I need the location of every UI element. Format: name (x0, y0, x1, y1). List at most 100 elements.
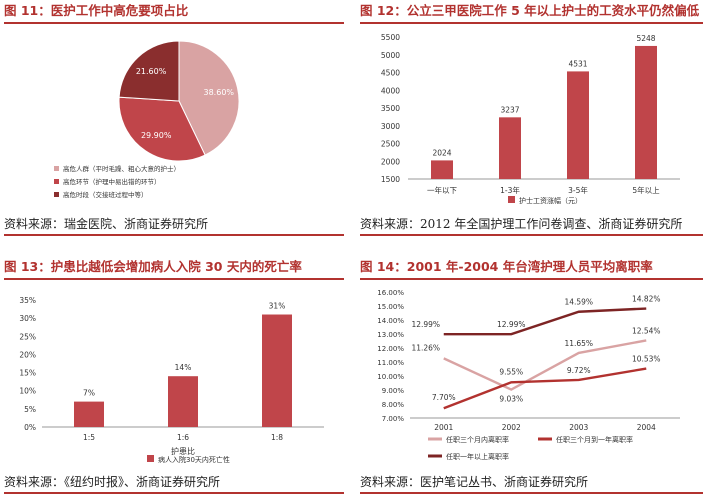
data-label: 5248 (636, 34, 655, 43)
y-tick-label: 8.00% (382, 401, 405, 409)
x-tick-label: 1:5 (83, 433, 95, 442)
data-label: 4531 (568, 59, 587, 68)
legend-label: 任职三个月内离职率 (446, 435, 509, 444)
bar (168, 376, 198, 427)
pie-chart: 38.60% 29.90% 21.60% 高危人群（平时毛躁、粗心大意的护士） 高危环节… (54, 40, 240, 199)
y-tick-label: 14.00% (377, 317, 404, 325)
bar (567, 71, 589, 179)
turnover-panel: 图 14：2001 年-2004 年台湾护理人员平均离职率 7.00% 8.00%… (360, 256, 703, 494)
data-label: 2024 (432, 148, 451, 157)
legend-swatch (147, 455, 154, 462)
bar (431, 160, 453, 179)
legend-label: 护士工资涨幅（元） (519, 196, 582, 205)
x-tick-label: 2003 (569, 423, 588, 432)
pie-slice (118, 96, 206, 162)
source-note: 资料来源：《纽约时报》、浙商证券研究所 (4, 472, 344, 494)
y-tick-label: 2000 (381, 157, 400, 166)
series-line (443, 339, 647, 391)
x-tick-label: 1-3年 (500, 185, 520, 195)
chart-title: 图 14：2001 年-2004 年台湾护理人员平均离职率 (360, 256, 703, 280)
data-label: 9.03% (499, 395, 523, 404)
y-tick-label: 3000 (381, 122, 400, 131)
x-tick-label: 5年以上 (632, 185, 660, 195)
series-line (443, 367, 647, 410)
legend-label: 任职一年以上离职率 (446, 452, 509, 461)
y-tick-label: 2500 (381, 140, 400, 149)
x-tick-label: 2004 (637, 423, 656, 432)
source-note: 资料来源：瑞金医院、浙商证券研究所 (4, 214, 344, 236)
chart-title: 图 13：护患比越低会增加病人入院 30 天内的死亡率 (4, 256, 344, 280)
y-tick-label: 4500 (381, 69, 400, 78)
legend-swatch (508, 196, 515, 203)
slice-label: 38.60% (204, 88, 235, 97)
data-label: 14% (175, 363, 192, 372)
y-tick-label: 5500 (381, 33, 400, 42)
x-tick-label: 3-5年 (568, 185, 588, 195)
data-label: 9.55% (499, 367, 523, 376)
slice-label: 29.90% (141, 131, 172, 140)
legend-label: 高危时段（交接班过程中等） (63, 190, 148, 199)
data-label: 14.59% (564, 298, 593, 307)
y-tick-label: 3500 (381, 104, 400, 113)
mortality-bar-chart: 0% 5% 10% 15% 20% 25% 30% 35% 7% 1:5 14% 1:6 31% 1:8 护… (19, 296, 324, 464)
data-label: 7.70% (432, 393, 456, 402)
bar (499, 117, 521, 179)
source-note: 资料来源：2012 年全国护理工作问卷调查、浙商证券研究所 (360, 214, 703, 236)
x-axis-label: 护患比 (171, 446, 195, 456)
legend-label: 高危人群（平时毛躁、粗心大意的护士） (63, 164, 180, 173)
pie-panel: 图 11：医护工作中高危要项占比 38.60% 29.90% 21.60% 高危人群（… (4, 0, 344, 240)
data-label: 10.53% (632, 355, 661, 364)
data-label: 12.99% (411, 320, 440, 329)
data-label: 31% (269, 302, 286, 311)
chart-title: 图 12：公立三甲医院工作 5 年以上护士的工资水平仍然偏低 (360, 0, 703, 24)
y-tick-label: 10% (19, 387, 36, 396)
data-label: 11.65% (564, 339, 593, 348)
data-label: 12.99% (497, 320, 526, 329)
slice-label: 21.60% (136, 67, 167, 76)
legend-swatch (54, 166, 59, 171)
legend-swatch (54, 192, 59, 197)
salary-bar-chart: 1500 2000 2500 3000 3500 4000 4500 5000 5500 2024… (381, 33, 680, 205)
y-tick-label: 15.00% (377, 303, 404, 311)
legend-label: 任职三个月到一年离职率 (556, 435, 633, 444)
legend-swatch (54, 179, 59, 184)
data-label: 14.82% (632, 295, 661, 304)
data-label: 9.72% (567, 366, 591, 375)
y-tick-label: 5% (24, 405, 36, 414)
mortality-panel: 图 13：护患比越低会增加病人入院 30 天内的死亡率 0% 5% 10% 15% 20… (4, 256, 344, 494)
y-tick-label: 30% (19, 314, 36, 323)
data-label: 7% (83, 389, 95, 398)
x-tick-label: 2002 (502, 423, 521, 432)
y-tick-label: 16.00% (377, 289, 404, 297)
data-label: 3237 (500, 105, 519, 114)
data-label: 12.54% (632, 326, 661, 335)
y-tick-label: 4000 (381, 86, 400, 95)
chart-title: 图 11：医护工作中高危要项占比 (4, 0, 344, 24)
pie-slice (118, 40, 180, 102)
x-tick-label: 2001 (434, 423, 453, 432)
salary-panel: 图 12：公立三甲医院工作 5 年以上护士的工资水平仍然偏低 1500 2000 2… (360, 0, 703, 240)
x-tick-label: 1:6 (177, 433, 189, 442)
y-tick-label: 11.00% (377, 359, 404, 367)
y-tick-label: 5000 (381, 51, 400, 60)
y-tick-label: 15% (19, 369, 36, 378)
series-line (443, 307, 647, 336)
bar (262, 314, 292, 427)
x-tick-label: 1:8 (271, 433, 283, 442)
y-tick-label: 25% (19, 332, 36, 341)
pie-slice (178, 40, 240, 156)
source-note: 资料来源：医护笔记丛书、浙商证券研究所 (360, 472, 703, 494)
y-tick-label: 7.00% (382, 415, 405, 423)
y-tick-label: 0% (24, 423, 36, 432)
y-tick-label: 9.00% (382, 387, 405, 395)
turnover-line-chart: 7.00% 8.00% 9.00% 10.00% 11.00% 12.00% 13.00% 1… (377, 289, 680, 461)
bar (635, 45, 657, 179)
y-tick-label: 20% (19, 350, 36, 359)
legend-label: 高危环节（护理中易出错的环节） (63, 177, 161, 186)
y-tick-label: 35% (19, 296, 36, 305)
y-tick-label: 13.00% (377, 331, 404, 339)
x-tick-label: 一年以下 (427, 185, 457, 195)
y-tick-label: 12.00% (377, 345, 404, 353)
y-tick-label: 1500 (381, 175, 400, 184)
data-label: 11.26% (411, 343, 440, 352)
